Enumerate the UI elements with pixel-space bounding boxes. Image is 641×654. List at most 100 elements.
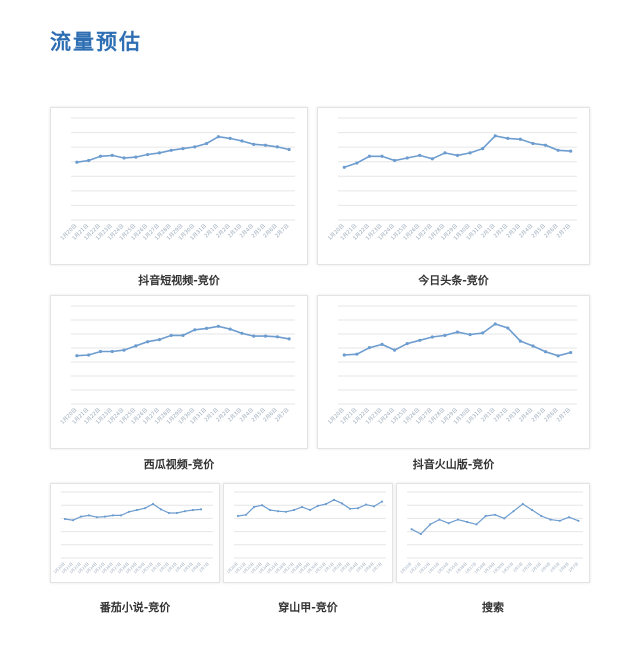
data-point: [530, 508, 534, 512]
data-point: [75, 354, 79, 358]
data-point: [355, 352, 359, 356]
data-point: [287, 147, 291, 152]
x-tick-label: 2月7日: [555, 406, 572, 423]
data-point: [260, 504, 264, 507]
data-point: [98, 154, 103, 158]
data-point: [216, 135, 220, 139]
data-point: [95, 516, 99, 519]
data-point: [367, 346, 372, 350]
data-point: [556, 354, 560, 358]
data-point: [167, 511, 171, 515]
data-point: [87, 158, 91, 163]
series-line: [411, 503, 579, 535]
data-point: [456, 518, 460, 521]
data-point: [506, 136, 510, 140]
x-tick-label: 2月1日: [512, 561, 524, 573]
data-point: [122, 348, 126, 352]
chart-panel-toutiao: 1月20日 1月21日 1月22日 1月23日 1月24日 1月25日 1月26日 1月27日…: [317, 107, 590, 265]
data-point: [512, 510, 515, 513]
data-point: [549, 518, 552, 521]
data-point: [284, 510, 288, 513]
data-point: [169, 148, 173, 152]
data-point: [134, 344, 138, 348]
data-point: [569, 149, 573, 153]
series-line: [237, 499, 383, 517]
data-point: [268, 508, 272, 512]
data-point: [103, 515, 107, 518]
page-title: 流量预估: [50, 30, 142, 54]
data-point: [181, 333, 185, 337]
chart-title-xigua: 西瓜视频-竞价: [143, 458, 215, 471]
x-tick-label: 2月5日: [182, 561, 194, 573]
data-point: [240, 331, 244, 335]
data-point: [79, 515, 83, 518]
data-point: [372, 505, 376, 508]
x-tick-label: 2月4日: [347, 561, 359, 573]
data-point: [252, 505, 256, 509]
data-point: [518, 137, 522, 141]
data-point: [418, 153, 422, 157]
data-point: [438, 518, 441, 521]
data-point: [543, 350, 548, 354]
data-point: [110, 349, 114, 354]
data-point: [175, 511, 179, 515]
x-tick-label: 2月7日: [567, 561, 579, 573]
data-point: [157, 338, 162, 342]
chart-panel-fanqie: 1月20日 1月21日 1月22日 1月23日 1月24日 1月25日 1月26日 1月27日…: [50, 483, 220, 583]
data-point: [455, 153, 460, 157]
data-point: [410, 528, 413, 531]
x-tick-label: 2月4日: [539, 561, 551, 573]
data-point: [98, 349, 103, 354]
data-point: [556, 148, 560, 152]
chart-title-chuanshanjia: 穿山甲-竞价: [278, 601, 338, 614]
data-point: [252, 142, 256, 146]
data-point: [405, 341, 409, 346]
data-point: [531, 141, 535, 146]
x-tick-label: 2月3日: [530, 561, 542, 573]
data-point: [135, 508, 139, 512]
data-point: [531, 344, 535, 348]
data-point: [183, 510, 187, 513]
data-point: [204, 141, 209, 146]
data-point: [228, 327, 232, 331]
data-point: [63, 517, 67, 521]
data-point: [316, 504, 320, 507]
data-point: [558, 519, 561, 522]
x-tick-label: 2月7日: [198, 561, 210, 573]
chart-panel-sousuo: 1月20日 1月21日 1月22日 1月23日 1月24日 1月25日 1月26日 1月27日…: [396, 483, 590, 583]
data-point: [300, 505, 304, 509]
data-point: [275, 145, 279, 149]
data-point: [503, 517, 506, 520]
data-point: [151, 502, 155, 506]
x-tick-label: 2月2日: [521, 561, 533, 573]
chart-title-douyin: 抖音短视频-竞价: [138, 274, 220, 287]
data-point: [111, 514, 115, 517]
data-point: [204, 326, 209, 330]
data-point: [380, 342, 384, 346]
data-point: [493, 322, 497, 326]
data-point: [356, 507, 360, 510]
data-point: [405, 156, 409, 160]
data-point: [87, 514, 91, 517]
data-point: [87, 353, 91, 357]
x-tick-label: 2月7日: [555, 222, 572, 239]
chart-sousuo-plot: 1月20日1月21日1月22日1月23日1月24日1月25日1月26日1月27日…: [399, 491, 583, 575]
data-point: [169, 333, 173, 337]
data-point: [228, 136, 232, 140]
data-point: [393, 348, 397, 352]
x-tick-label: 2月5日: [355, 561, 367, 573]
data-point: [430, 157, 434, 161]
chart-title-sousuo: 搜索: [482, 601, 504, 614]
chart-huoshan-plot: 1月20日1月21日1月22日1月23日1月24日1月25日1月26日1月27日…: [326, 305, 577, 426]
data-point: [146, 340, 150, 344]
x-tick-label: 2月6日: [190, 561, 202, 573]
data-point: [157, 151, 162, 155]
data-point: [275, 335, 279, 339]
data-point: [324, 502, 328, 506]
data-point: [287, 337, 291, 341]
data-point: [430, 335, 434, 339]
chart-chuanshanjia-plot: 1月20日1月21日1月22日1月23日1月24日1月25日1月26日1月27日…: [225, 491, 386, 575]
data-point: [236, 514, 240, 518]
x-tick-label: 2月6日: [363, 561, 375, 573]
chart-fanqie-plot: 1月20日1月21日1月22日1月23日1月24日1月25日1月26日1月27日…: [52, 491, 213, 575]
